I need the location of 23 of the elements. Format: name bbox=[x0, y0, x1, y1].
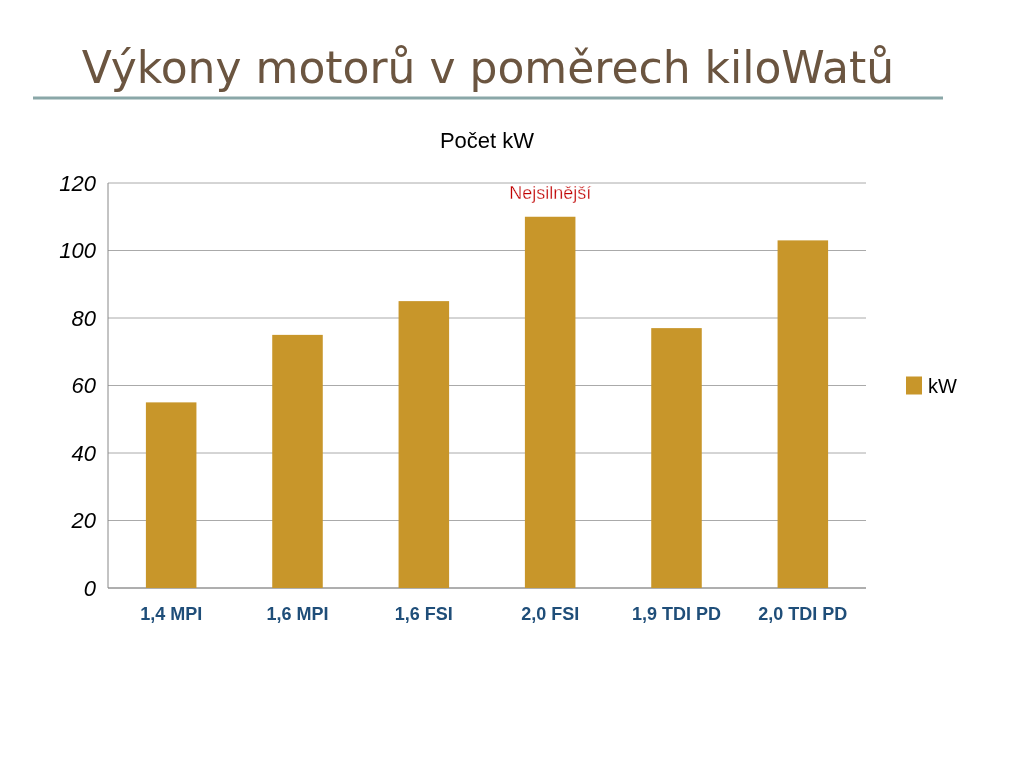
x-tick-label: 1,6 MPI bbox=[266, 604, 329, 624]
bar bbox=[272, 334, 323, 588]
bar bbox=[398, 301, 450, 588]
chart-subtitle: Počet kW bbox=[439, 128, 535, 153]
x-tick-label: 2,0 TDI PD bbox=[758, 604, 848, 624]
bar bbox=[145, 402, 197, 588]
bar bbox=[777, 240, 829, 588]
bar bbox=[651, 328, 702, 588]
x-tick-label: 1,9 TDI PD bbox=[631, 604, 722, 624]
legend-label: kW bbox=[928, 374, 957, 397]
y-tick-label: 40 bbox=[71, 440, 97, 466]
x-tick-label: 1,6 FSI bbox=[394, 604, 453, 624]
y-tick-label: 60 bbox=[71, 373, 97, 399]
bar bbox=[524, 216, 576, 588]
annotation: Nejsilnější bbox=[509, 182, 592, 203]
x-tick-label: 1,4 MPI bbox=[140, 604, 203, 624]
chart-title: Výkony motorů v poměrech kiloWatů bbox=[81, 42, 895, 93]
y-tick-label: 80 bbox=[71, 305, 97, 331]
y-tick-label: 20 bbox=[70, 508, 97, 534]
y-tick-label: 0 bbox=[83, 575, 97, 601]
y-tick-label: 100 bbox=[59, 238, 97, 264]
y-tick-label: 120 bbox=[59, 170, 97, 196]
x-tick-label: 2,0 FSI bbox=[521, 604, 580, 624]
